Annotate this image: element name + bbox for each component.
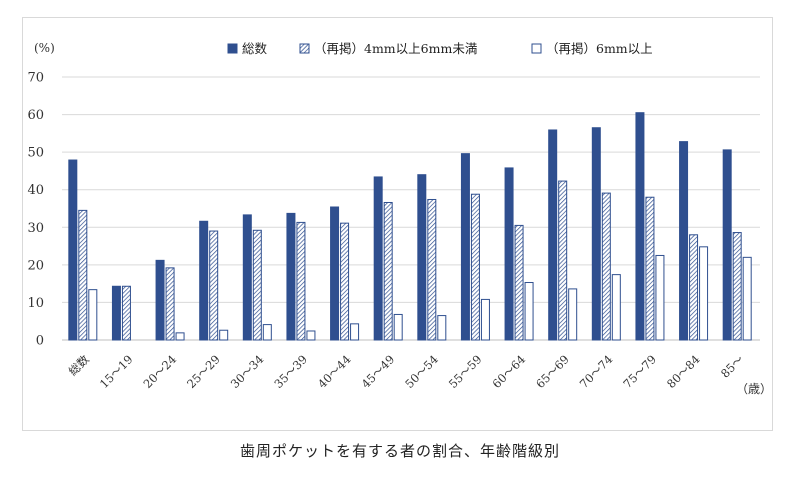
x-tick-label: 30～34 (228, 352, 267, 391)
x-axis-labels: 総数 15～19 20～24 25～29 30～34 35～39 40～44 45～49 50～… (66, 352, 747, 391)
bar-6mm-plus (262, 324, 272, 341)
bar-4mm-6mm (165, 267, 175, 341)
bar-4mm-6mm (252, 229, 262, 341)
x-tick-label: 35～39 (271, 352, 310, 391)
bar-total (330, 206, 340, 341)
bar-total (286, 212, 296, 341)
y-tick-label: 60 (27, 108, 44, 123)
x-tick-label: 70～74 (577, 352, 616, 391)
bar-total (111, 285, 121, 341)
x-tick-label: 55～59 (446, 352, 485, 391)
legend-label: 総数 (242, 41, 268, 56)
bar-4mm-6mm (427, 198, 437, 341)
bar-4mm-6mm (470, 193, 480, 341)
y-tick-label: 70 (27, 71, 44, 86)
chart-caption: 歯周ポケットを有する者の割合、年齢階級別 (239, 442, 560, 460)
bar-6mm-plus (437, 315, 447, 341)
bar-4mm-6mm (296, 221, 306, 341)
bar-6mm-plus (655, 254, 665, 341)
bar-total (242, 214, 252, 341)
legend: 総数 （再掲）4mm以上6mm未満 （再掲）6mm以上 (227, 41, 653, 56)
bar-6mm-plus (350, 323, 360, 341)
x-tick-label: 40～44 (315, 352, 354, 391)
bar-total (591, 127, 601, 341)
legend-swatch (299, 43, 310, 54)
bar-4mm-6mm (340, 222, 350, 341)
legend-label: （再掲）4mm以上6mm未満 (314, 41, 477, 56)
y-tick-label: 30 (27, 221, 44, 236)
bar-6mm-plus (175, 332, 185, 341)
x-tick-label: 80～84 (664, 352, 703, 391)
bar-6mm-plus (568, 288, 578, 341)
bar-total (417, 174, 427, 341)
bar-4mm-6mm (689, 234, 699, 341)
legend-swatch (227, 43, 238, 54)
bar-4mm-6mm (645, 196, 655, 341)
x-tick-label: 25～29 (184, 352, 223, 391)
bar-4mm-6mm (514, 224, 524, 341)
bar-total (373, 176, 383, 341)
legend-label: （再掲）6mm以上 (546, 41, 653, 56)
bar-total (504, 167, 514, 341)
bar-6mm-plus (219, 329, 229, 341)
y-tick-label: 20 (27, 258, 44, 273)
y-axis-ticks: 0 10 20 30 40 50 60 70 (27, 71, 44, 349)
bar-total (635, 112, 645, 341)
x-tick-label: 65～69 (533, 352, 572, 391)
x-tick-label: 20～24 (140, 352, 179, 391)
bar-total (68, 159, 78, 341)
bar-6mm-plus (742, 256, 752, 341)
x-tick-label: 15～19 (97, 352, 136, 391)
bar-6mm-plus (480, 298, 490, 341)
bar-total (722, 149, 732, 341)
bar-6mm-plus (393, 313, 403, 341)
x-tick-label: 45～49 (359, 352, 398, 391)
bar-6mm-plus (88, 289, 98, 341)
bar-4mm-6mm (558, 180, 568, 341)
bar-total (155, 259, 165, 341)
bar-4mm-6mm (121, 285, 131, 341)
bar-6mm-plus (524, 282, 534, 341)
bar-4mm-6mm (601, 192, 611, 341)
bar-total (548, 129, 558, 341)
legend-swatch (531, 43, 542, 54)
x-tick-label: 50～54 (402, 352, 441, 391)
y-tick-label: 50 (27, 146, 44, 161)
bars (68, 112, 752, 341)
bar-4mm-6mm (209, 230, 219, 341)
bar-6mm-plus (611, 274, 621, 341)
bar-total (199, 220, 209, 341)
bar-4mm-6mm (78, 209, 88, 341)
x-tick-label: 75～79 (620, 352, 659, 391)
bar-4mm-6mm (732, 232, 742, 341)
bar-4mm-6mm (383, 201, 393, 341)
bar-6mm-plus (306, 330, 316, 341)
y-tick-label: 0 (36, 334, 44, 349)
x-axis-unit-label: （歳） (736, 382, 772, 396)
bar-total (460, 153, 470, 341)
x-tick-label: 総数 (66, 352, 93, 379)
y-tick-label: 10 (27, 296, 44, 311)
y-tick-label: 40 (27, 183, 44, 198)
x-tick-label: 60～64 (489, 352, 528, 391)
x-tick-label: 85～ (718, 352, 747, 381)
bar-total (679, 141, 689, 341)
bar-6mm-plus (699, 246, 709, 341)
y-axis-unit-label: (%) (34, 41, 55, 55)
